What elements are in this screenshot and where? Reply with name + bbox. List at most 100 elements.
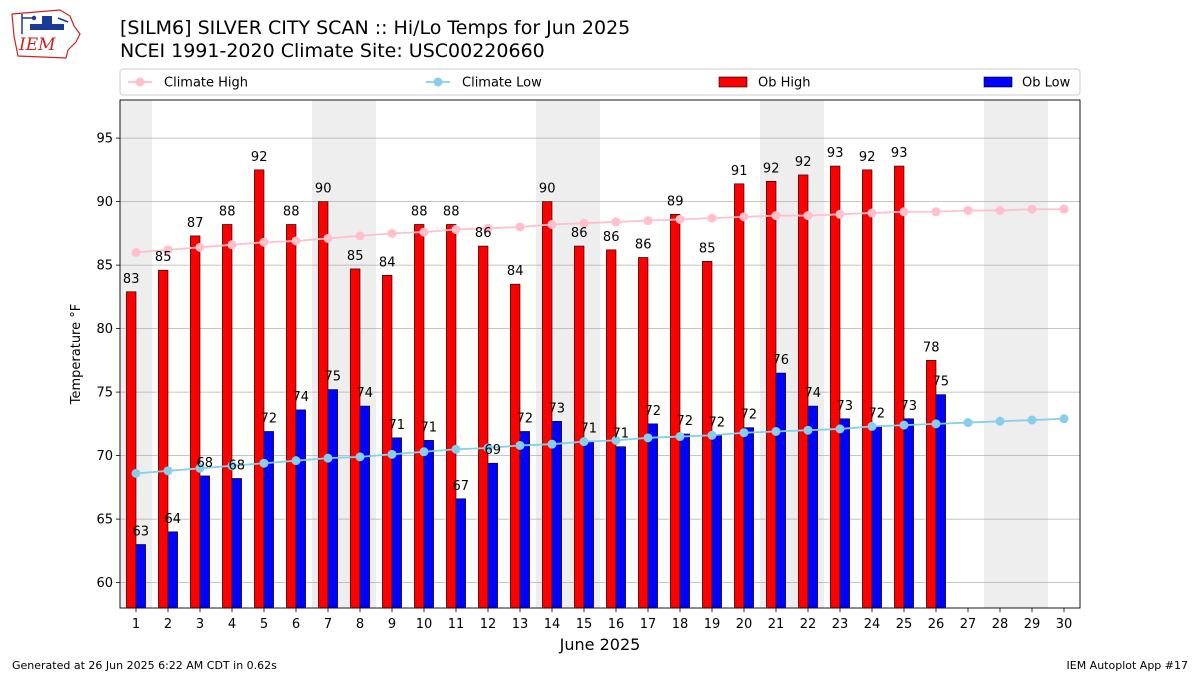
ob-high-bar bbox=[126, 291, 137, 609]
x-tick-label: 24 bbox=[864, 617, 881, 632]
ob-high-label: 86 bbox=[635, 237, 652, 252]
ob-high-label: 88 bbox=[219, 204, 236, 219]
ob-high-bar bbox=[382, 274, 393, 609]
y-tick-label: 80 bbox=[96, 322, 113, 337]
climate-low-point bbox=[1059, 414, 1069, 424]
legend-ob-high-label: Ob High bbox=[758, 76, 811, 91]
climate-high-point bbox=[259, 237, 269, 247]
ob-high-bar bbox=[286, 224, 297, 609]
climate-high-point bbox=[707, 213, 717, 223]
climate-low-point bbox=[643, 433, 653, 443]
x-tick-label: 29 bbox=[1024, 617, 1041, 632]
ob-high-label: 92 bbox=[795, 155, 812, 170]
climate-low-point bbox=[611, 435, 621, 445]
ob-low-bar bbox=[871, 426, 882, 609]
y-tick-label: 85 bbox=[96, 259, 113, 274]
chart-title-line1: [SILM6] SILVER CITY SCAN :: Hi/Lo Temps … bbox=[120, 17, 631, 39]
ob-low-label: 72 bbox=[869, 406, 886, 421]
climate-low-point bbox=[131, 468, 141, 478]
x-tick-label: 16 bbox=[608, 617, 625, 632]
y-tick-label: 75 bbox=[96, 386, 113, 401]
x-tick-label: 7 bbox=[324, 617, 332, 632]
ob-low-bar bbox=[135, 544, 146, 609]
x-tick-label: 8 bbox=[356, 617, 364, 632]
ob-low-bar bbox=[551, 421, 562, 609]
climate-low-point bbox=[323, 453, 333, 463]
climate-high-point bbox=[227, 240, 237, 250]
ob-low-label: 72 bbox=[517, 411, 534, 426]
y-tick-label: 70 bbox=[96, 449, 113, 464]
ob-low-bar bbox=[775, 372, 786, 609]
x-tick-label: 28 bbox=[992, 617, 1009, 632]
ob-high-bar bbox=[446, 224, 457, 609]
climate-high-point bbox=[1059, 204, 1069, 214]
legend-climate-low-label: Climate Low bbox=[462, 76, 542, 91]
ob-high-label: 88 bbox=[443, 204, 460, 219]
x-tick-label: 9 bbox=[388, 617, 396, 632]
climate-high-point bbox=[963, 205, 973, 215]
ob-low-bar bbox=[455, 498, 466, 609]
climate-low-line bbox=[135, 417, 1065, 475]
climate-low-point bbox=[835, 424, 845, 434]
ob-high-label: 90 bbox=[539, 182, 556, 197]
ob-low-label: 71 bbox=[581, 422, 598, 437]
climate-high-point bbox=[195, 242, 205, 252]
climate-high-point bbox=[419, 227, 429, 237]
climate-low-point bbox=[451, 444, 461, 454]
app-label: IEM Autoplot App #17 bbox=[1066, 659, 1189, 672]
ob-high-label: 85 bbox=[699, 241, 716, 256]
climate-low-point bbox=[867, 421, 877, 431]
ob-low-label: 74 bbox=[293, 390, 310, 405]
ob-low-bar bbox=[167, 531, 178, 609]
chart-title-line2: NCEI 1991-2020 Climate Site: USC00220660 bbox=[120, 40, 545, 62]
ob-low-label: 67 bbox=[453, 479, 470, 494]
ob-high-bar bbox=[318, 201, 329, 609]
ob-low-label: 71 bbox=[613, 427, 630, 442]
climate-low-point bbox=[259, 458, 269, 468]
climate-high-point bbox=[867, 208, 877, 218]
ob-low-label: 68 bbox=[197, 456, 214, 471]
ob-low-label: 71 bbox=[421, 420, 438, 435]
climate-high-point bbox=[579, 218, 589, 228]
x-tick-label: 17 bbox=[640, 617, 657, 632]
ob-high-bar bbox=[766, 180, 777, 609]
climate-low-point bbox=[1027, 415, 1037, 425]
ob-high-bar bbox=[830, 165, 841, 609]
ob-high-bar bbox=[734, 183, 745, 609]
ob-low-bar bbox=[359, 405, 370, 609]
ob-high-bar bbox=[926, 360, 937, 609]
ob-low-label: 74 bbox=[357, 386, 374, 401]
climate-low-point bbox=[195, 463, 205, 473]
climate-high-point bbox=[163, 245, 173, 255]
climate-low-point bbox=[547, 439, 557, 449]
ob-low-bar bbox=[487, 462, 498, 609]
ob-high-label: 86 bbox=[571, 226, 588, 241]
ob-high-bar bbox=[638, 257, 649, 609]
x-tick-label: 27 bbox=[960, 617, 977, 632]
x-tick-label: 25 bbox=[896, 617, 913, 632]
ob-low-label: 76 bbox=[773, 353, 790, 368]
ob-low-bar bbox=[295, 409, 306, 609]
ob-high-bar bbox=[894, 165, 905, 609]
x-tick-label: 3 bbox=[196, 617, 204, 632]
climate-low-point bbox=[675, 432, 685, 442]
climate-low-point bbox=[995, 416, 1005, 426]
x-tick-label: 2 bbox=[164, 617, 172, 632]
ob-low-label: 68 bbox=[229, 458, 246, 473]
ob-high-bar bbox=[190, 235, 201, 609]
legend-ob-low-label: Ob Low bbox=[1022, 76, 1071, 91]
ob-low-bar bbox=[647, 423, 658, 609]
ob-low-bar bbox=[519, 431, 530, 609]
climate-high-point bbox=[483, 223, 493, 233]
ob-low-bar bbox=[743, 427, 754, 609]
ob-high-label: 93 bbox=[827, 146, 844, 161]
ob-high-label: 85 bbox=[347, 249, 364, 264]
ob-high-label: 86 bbox=[603, 230, 620, 245]
x-tick-label: 1 bbox=[132, 617, 140, 632]
legend-climate-high-marker bbox=[135, 77, 145, 87]
ob-low-bar bbox=[839, 418, 850, 609]
climate-high-point bbox=[451, 225, 461, 235]
x-tick-label: 19 bbox=[704, 617, 721, 632]
ob-high-label: 84 bbox=[507, 264, 524, 279]
climate-high-point bbox=[899, 207, 909, 217]
